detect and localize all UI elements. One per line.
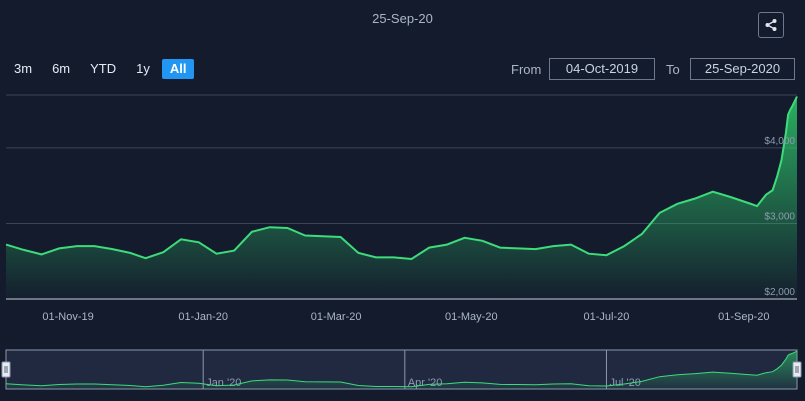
x-tick-label: 01-Mar-20 <box>311 311 362 323</box>
current-date-label: 25-Sep-20 <box>372 11 433 26</box>
range-ytd-button[interactable]: YTD <box>90 61 117 76</box>
x-tick-label: 01-Nov-19 <box>42 311 93 323</box>
x-tick-label: 01-Sep-20 <box>718 311 769 323</box>
range-selector: 3m 6m YTD 1y All <box>6 59 198 79</box>
price-line <box>5 96 798 261</box>
navigator-left-handle[interactable] <box>1 361 11 378</box>
x-tick-label: 01-Jan-20 <box>178 311 228 323</box>
share-icon <box>765 19 777 31</box>
range-3m-button[interactable]: 3m <box>14 61 33 76</box>
y-tick-label: $4,000 <box>764 136 795 147</box>
to-label: To <box>666 62 680 77</box>
navigator-right-handle[interactable] <box>792 361 802 378</box>
from-date-input[interactable]: 04-Oct-2019 <box>549 58 655 80</box>
navigator-line <box>5 350 798 388</box>
price-area <box>6 96 797 299</box>
x-tick-label: 01-Jul-20 <box>584 311 630 323</box>
range-1y-button[interactable]: 1y <box>136 61 150 76</box>
to-date-input[interactable]: 25-Sep-2020 <box>690 58 795 80</box>
from-label: From <box>511 62 542 77</box>
navigator-area <box>6 351 797 389</box>
y-tick-label: $2,000 <box>764 287 795 298</box>
y-tick-label: $3,000 <box>764 211 795 222</box>
range-all-button[interactable]: All <box>161 59 195 79</box>
share-button[interactable] <box>758 12 784 38</box>
x-tick-label: 01-May-20 <box>445 311 498 323</box>
range-6m-button[interactable]: 6m <box>52 61 71 76</box>
